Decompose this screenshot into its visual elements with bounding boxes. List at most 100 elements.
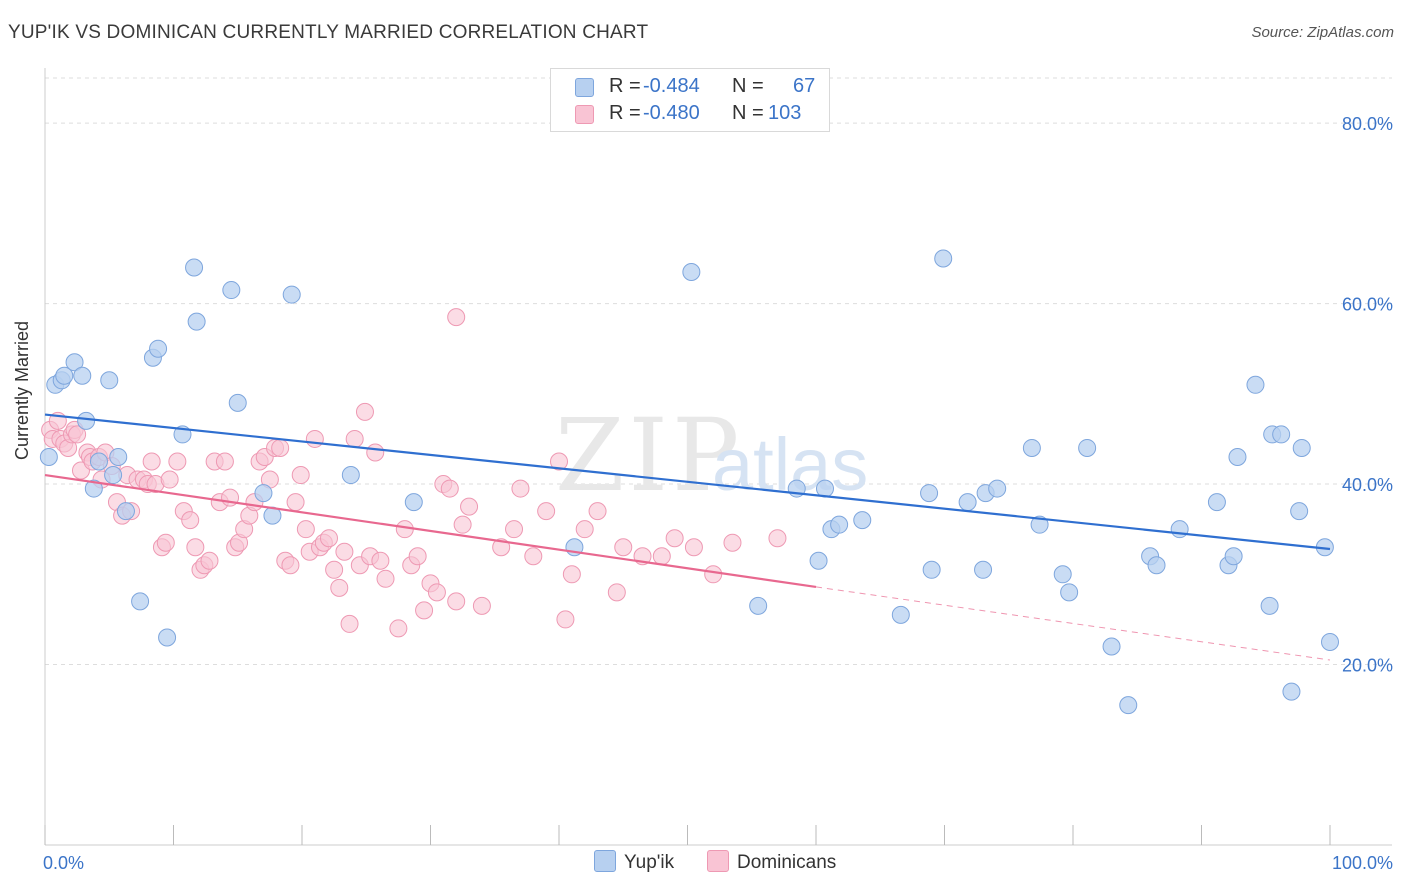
yupik-point	[100, 371, 119, 390]
dominicans-point	[376, 569, 395, 588]
dominicans-point	[186, 538, 205, 557]
bottom-legend-swatch-dominicans	[707, 850, 729, 872]
yupik-point	[77, 411, 96, 430]
yupik-point	[109, 447, 128, 466]
yupik-point	[934, 249, 953, 268]
dominicans-point	[453, 515, 472, 534]
yupik-point	[1224, 547, 1243, 566]
dominicans-point	[215, 452, 234, 471]
dominicans-point	[704, 565, 723, 584]
legend-n-value: 103	[768, 102, 802, 124]
dominicans-point	[335, 542, 354, 561]
dominicans-point	[340, 614, 359, 633]
yupik-point	[1147, 556, 1166, 575]
yupik-point	[1119, 696, 1138, 715]
dominicans-point	[168, 452, 187, 471]
dominicans-point	[575, 520, 594, 539]
dominicans-point	[366, 443, 385, 462]
y-tick-label: 80.0%	[1342, 114, 1393, 134]
legend-n-value: 67	[793, 75, 816, 97]
legend-r-value: -0.480	[643, 102, 700, 124]
yupik-point	[988, 479, 1007, 498]
yupik-point	[1207, 493, 1226, 512]
bottom-legend-yupik: Yup'ik	[594, 850, 674, 874]
yupik-point	[1282, 682, 1301, 701]
dominicans-point	[614, 538, 633, 557]
dominicans-point	[550, 452, 568, 471]
yupik-point	[404, 493, 423, 512]
dominicans-trend-extension	[815, 586, 1331, 661]
dominicans-point	[427, 583, 446, 602]
watermark-zip: ZIP	[555, 397, 743, 514]
legend-swatch-yupik	[575, 78, 594, 97]
dominicans-point	[408, 547, 427, 566]
dominicans-point	[440, 479, 459, 498]
yupik-point	[958, 493, 977, 512]
correlation-legend: R = -0.484 N = 67 R = -0.480 N = 103	[550, 68, 830, 132]
yupik-point	[104, 466, 123, 485]
yupik-point	[341, 466, 360, 485]
yupik-point	[39, 447, 58, 466]
dominicans-point	[296, 520, 315, 539]
yupik-point	[185, 258, 204, 277]
dominicans-point	[684, 538, 703, 557]
yupik-point	[1060, 583, 1079, 602]
dominicans-point	[325, 560, 344, 579]
dominicans-point	[345, 429, 364, 448]
yupik-point	[1272, 425, 1291, 444]
yupik-point	[254, 484, 273, 503]
dominicans-point	[160, 470, 179, 489]
dominicans-point	[723, 533, 742, 552]
dominicans-point	[537, 502, 556, 521]
legend-r-value: -0.484	[643, 75, 700, 97]
yupik-point	[149, 339, 168, 358]
dominicans-point	[281, 556, 300, 575]
dominicans-point	[389, 619, 408, 638]
yupik-point	[1030, 515, 1049, 534]
chart-source: Source: ZipAtlas.com	[1251, 24, 1394, 41]
yupik-point	[1078, 438, 1097, 457]
dominicans-point	[156, 533, 175, 552]
yupik-point	[222, 281, 241, 300]
yupik-point	[158, 628, 177, 647]
dominicans-point	[665, 529, 684, 548]
dominicans-point	[511, 479, 530, 498]
tick-labels: 20.0% 40.0% 60.0% 80.0% 0.0% 100.0%	[43, 114, 1393, 873]
x-tick-label: 0.0%	[43, 853, 84, 873]
dominicans-trend-line	[44, 473, 817, 589]
yupik-point	[187, 312, 206, 331]
yupik-point	[55, 366, 74, 385]
dominicans-point	[305, 429, 324, 448]
legend-n-label: N =	[732, 102, 764, 124]
dominicans-point	[472, 596, 491, 615]
yupik-point	[1290, 502, 1309, 521]
yupik-point	[1260, 596, 1279, 615]
dominicans-point	[652, 547, 671, 566]
yupik-point	[1292, 438, 1311, 457]
y-tick-label: 60.0%	[1342, 295, 1393, 315]
yupik-point	[89, 452, 108, 471]
dominicans-point	[371, 551, 390, 570]
yupik-point	[1246, 375, 1265, 394]
bottom-legend-dominicans: Dominicans	[707, 850, 836, 874]
legend-swatch-dominicans	[575, 105, 594, 124]
yupik-point	[891, 605, 910, 624]
dominicans-point	[181, 511, 200, 530]
dominicans-point	[355, 402, 374, 421]
dominicans-point	[562, 565, 581, 584]
dominicans-point	[447, 592, 466, 611]
yupik-point	[73, 366, 92, 385]
yupik-point	[749, 596, 768, 615]
bottom-legend-label-yupik: Yup'ik	[624, 852, 675, 873]
dominicans-point	[271, 438, 290, 457]
yupik-point	[282, 285, 301, 304]
y-tick-label: 40.0%	[1342, 475, 1393, 495]
yupik-point	[228, 393, 247, 412]
dominicans-point	[447, 308, 466, 327]
yupik-point	[1170, 520, 1189, 539]
yupik-point	[1321, 632, 1339, 651]
x-tick-label: 100.0%	[1332, 853, 1393, 873]
yupik-point	[116, 502, 135, 521]
yupik-point	[65, 353, 84, 372]
